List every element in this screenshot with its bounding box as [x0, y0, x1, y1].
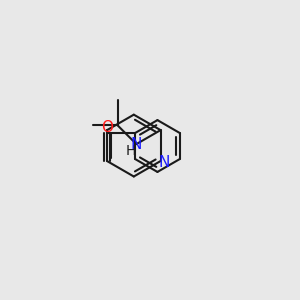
Text: O: O	[101, 120, 113, 135]
Text: N: N	[158, 155, 170, 170]
Text: N: N	[131, 136, 142, 152]
Text: H: H	[126, 145, 136, 158]
